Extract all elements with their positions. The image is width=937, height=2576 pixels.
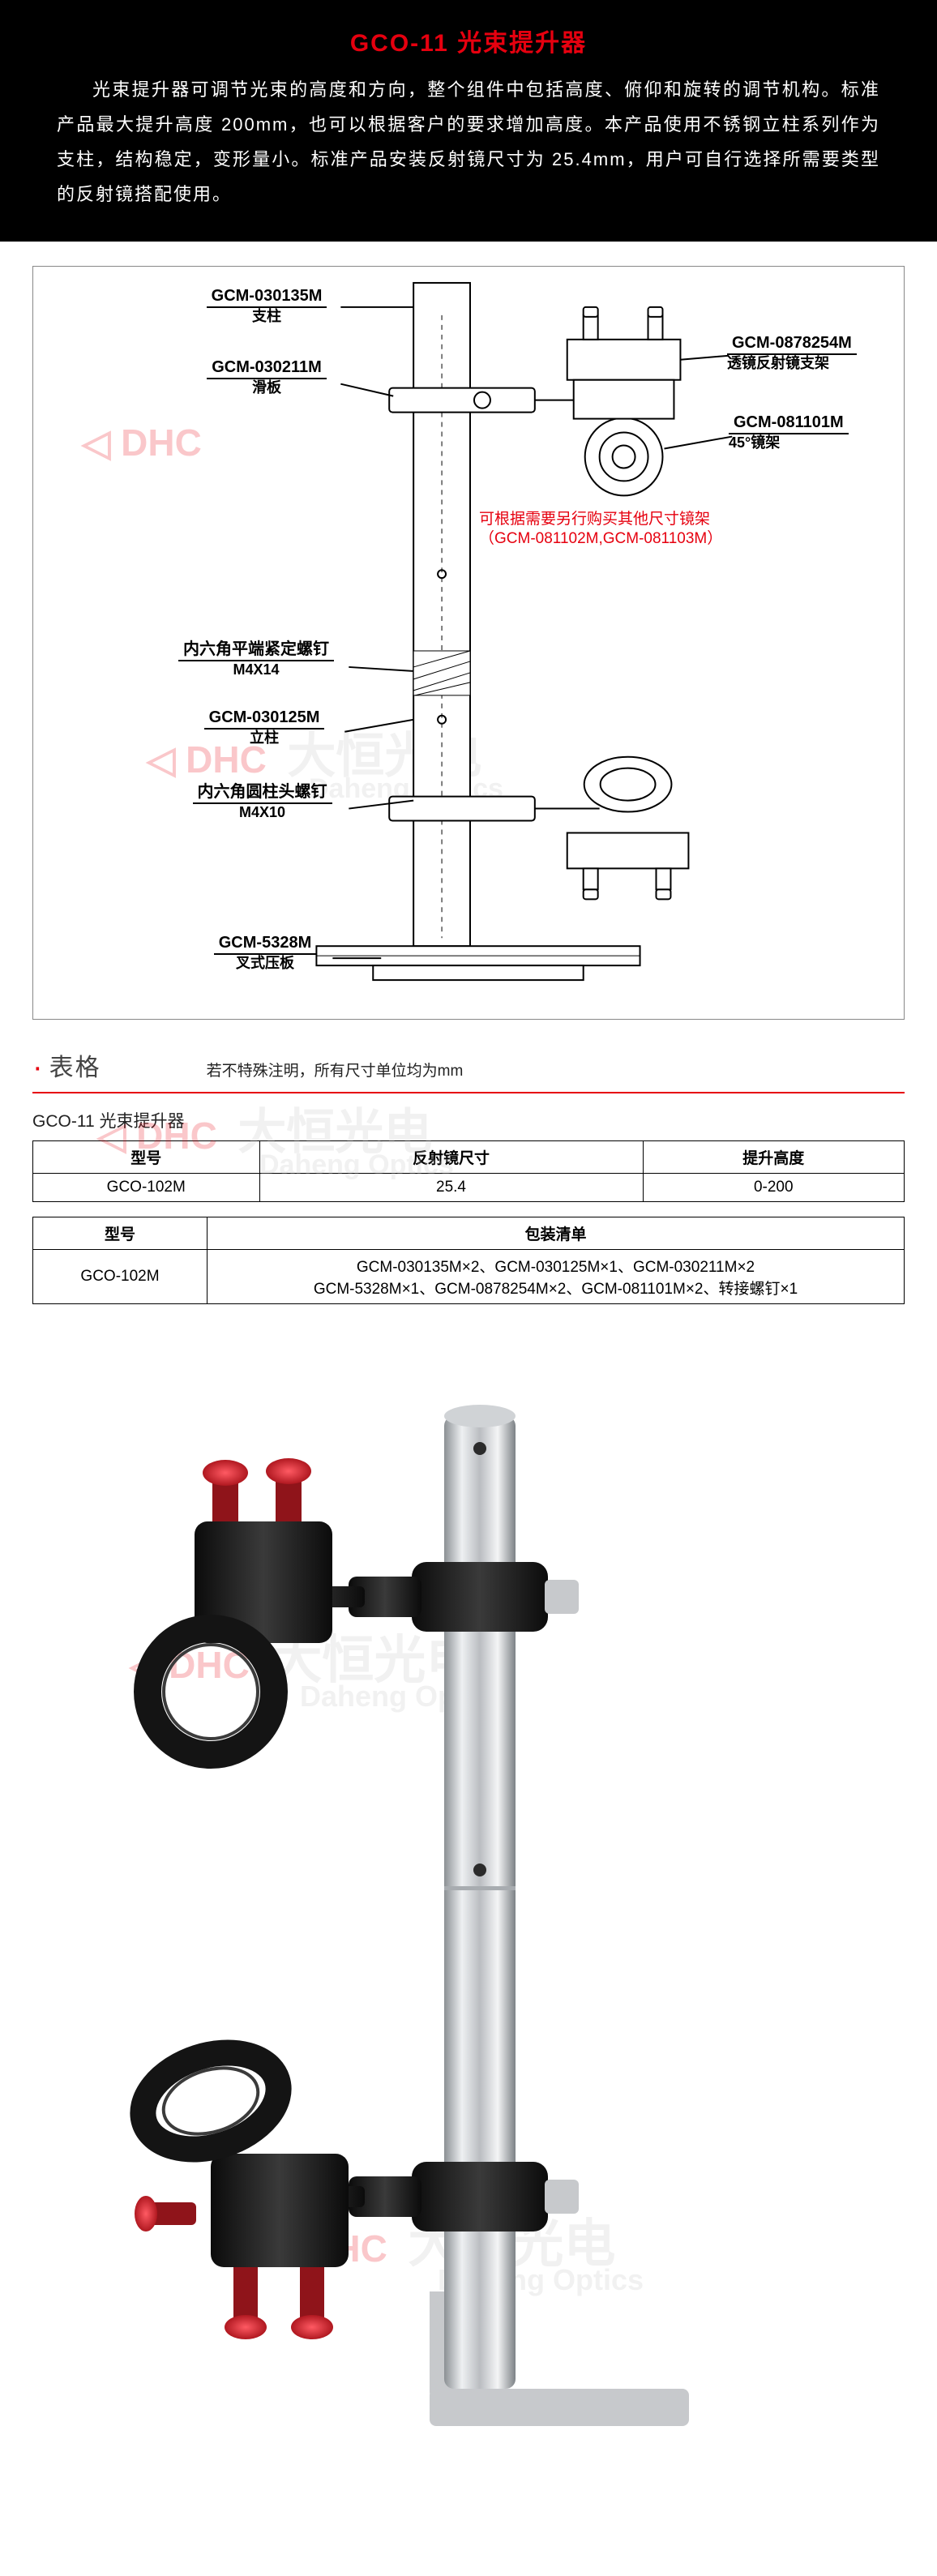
diagram-section: ◁ DHC ◁ DHC 大恒光电 Daheng Optics [0,242,937,1036]
tables-section: ◁ DHC 大恒光电 Daheng Optics 表格 若不特殊注明，所有尺寸单… [0,1036,937,1304]
spec-table-2: 型号 包装清单 GCO-102M GCM-030135M×2、GCM-03012… [32,1217,905,1304]
page-title: GCO-11 光束提升器 [0,0,937,73]
table-subtitle: GCO-11 光束提升器 [0,1105,937,1140]
table-row: GCO-102M 25.4 0-200 [33,1173,905,1201]
unit-note: 若不特殊注明，所有尺寸单位均为mm [207,1059,464,1080]
section-title: 表格 [32,1047,101,1085]
product-photo: ◁ DHC 大恒光电 Daheng Optics ◁ DHC 大恒光电 Dahe… [0,1319,937,2470]
spec-table-1: 型号 反射镜尺寸 提升高度 GCO-102M 25.4 0-200 [32,1140,905,1202]
table-row: GCO-102M GCM-030135M×2、GCM-030125M×1、GCM… [33,1249,905,1303]
product-description: 光束提升器可调节光束的高度和方向，整个组件中包括高度、俯仰和旋转的调节机构。标准… [0,73,937,242]
